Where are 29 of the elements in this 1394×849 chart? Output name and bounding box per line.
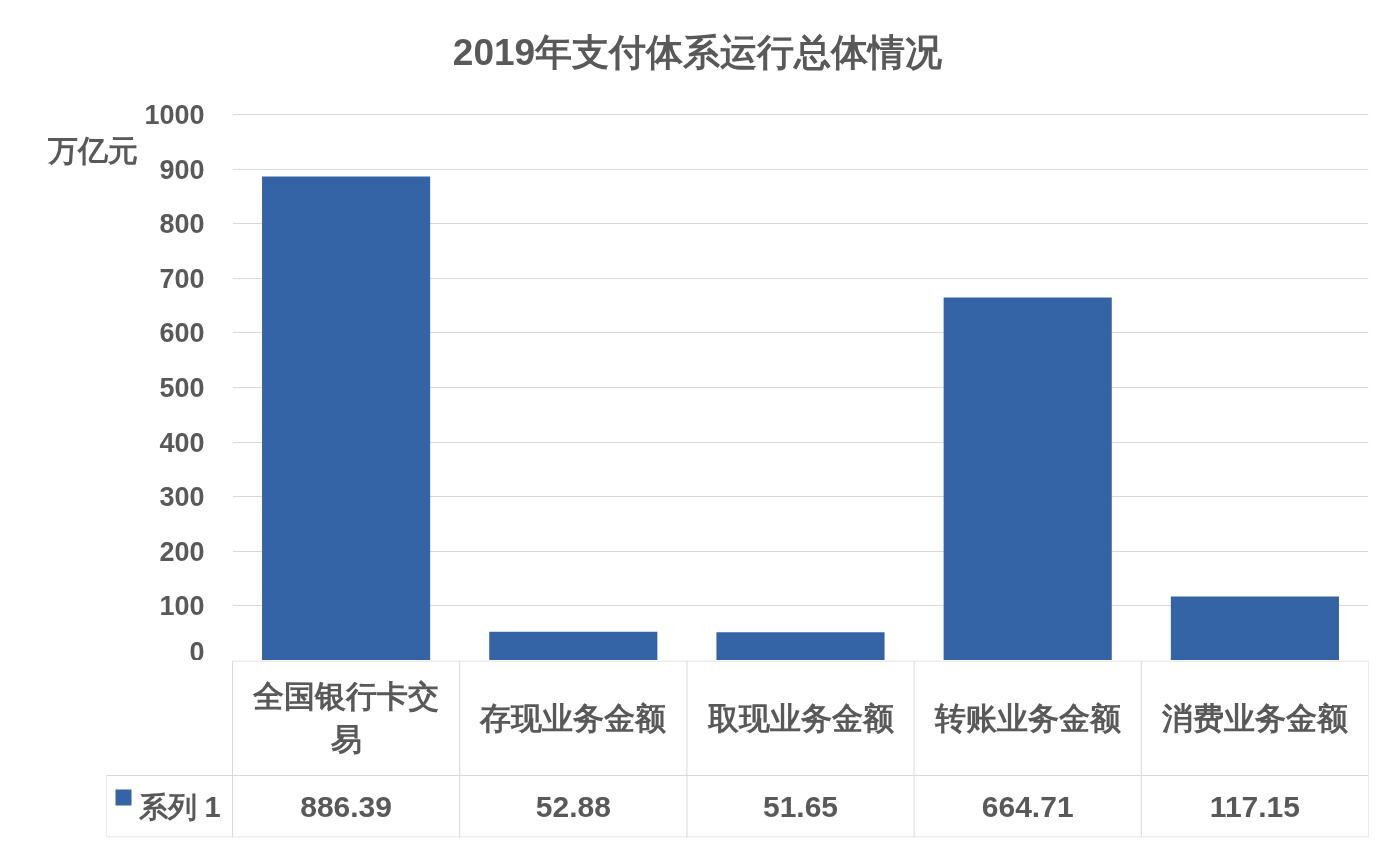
x-tick-label: 全国银行卡交易 [252, 678, 440, 758]
y-tick-label: 800 [159, 209, 205, 240]
bar [262, 176, 431, 660]
y-tick-label: 200 [159, 536, 205, 567]
y-tick-label: 600 [159, 318, 205, 349]
y-tick-label: 0 [189, 636, 205, 667]
y-tick-label: 500 [159, 373, 205, 403]
x-tick-label: 消费业务金额 [1160, 700, 1348, 736]
y-tick-label: 900 [159, 154, 205, 185]
x-tick-label: 存现业务金额 [479, 700, 667, 736]
bar [943, 297, 1112, 660]
y-tick-label: 300 [159, 482, 205, 513]
data-label: 117.15 [1209, 789, 1300, 823]
data-label: 52.88 [535, 789, 611, 823]
y-tick-label: 400 [159, 427, 205, 458]
data-label: 51.65 [762, 789, 839, 823]
bar [1170, 596, 1339, 660]
data-label: 886.39 [300, 789, 392, 823]
y-tick-label: 1000 [144, 100, 205, 130]
bar [489, 631, 658, 660]
y-tick-label: 100 [159, 591, 205, 622]
y-axis-title: 万亿元 [46, 133, 138, 167]
x-tick-label: 转账业务金额 [933, 700, 1121, 736]
y-tick-label: 700 [159, 263, 205, 294]
x-tick-label: 取现业务金额 [706, 700, 894, 736]
bar [716, 632, 885, 660]
data-label: 664.71 [981, 789, 1074, 823]
legend-label: 系列 1 [137, 790, 221, 823]
chart-title: 2019年支付体系运行总体情况 [452, 32, 943, 73]
